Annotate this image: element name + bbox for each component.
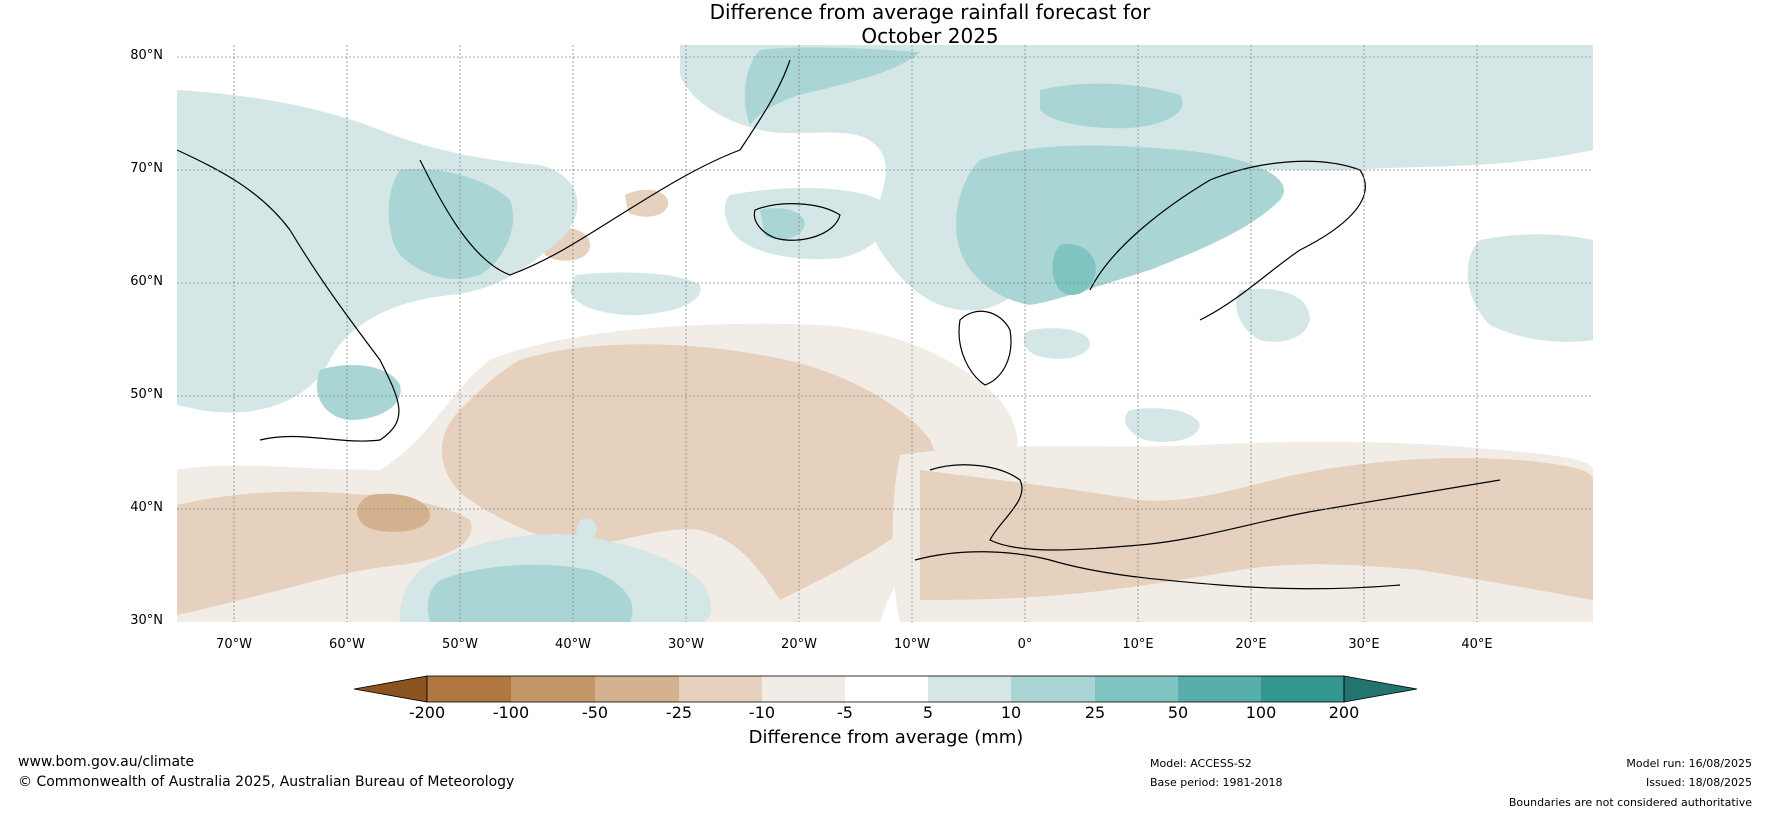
wet-region-arctic-core — [744, 47, 920, 125]
colorbar-tick-4: -10 — [748, 703, 776, 722]
wet-region-iceland-core — [760, 208, 805, 240]
colorbar — [353, 675, 1418, 703]
colorbar-bin-1 — [427, 676, 511, 702]
colorbar-bin-2 — [511, 676, 595, 702]
lon-label-30e: 30°E — [1348, 637, 1380, 652]
wet-region-iceland — [724, 188, 888, 260]
gridlines — [177, 45, 1593, 622]
lon-label-50w: 50°W — [442, 637, 478, 652]
coast-north-africa — [914, 551, 1401, 590]
wet-region-baltic — [1236, 288, 1310, 342]
footer-website: www.bom.gov.au/climate — [18, 754, 195, 770]
lon-label-40e: 40°E — [1461, 637, 1493, 652]
colorbar-tick-2: -50 — [581, 703, 609, 722]
colorbar-outline — [426, 675, 1345, 703]
colorbar-extend-low — [353, 675, 428, 703]
dry-region-mediterranean-core — [920, 458, 1593, 600]
map-field — [177, 45, 1593, 622]
colorbar-tick-0: -200 — [408, 703, 446, 722]
colorbar-tick-3: -25 — [665, 703, 693, 722]
map-title: Difference from average rainfall forecas… — [0, 0, 1770, 48]
colorbar-bin-4 — [679, 676, 762, 702]
coast-iceland — [753, 203, 841, 241]
lat-label-70n: 70°N — [130, 161, 163, 176]
wet-region-north-sea — [1023, 328, 1090, 359]
wet-region-labrador — [316, 365, 401, 420]
lon-label-10e: 10°E — [1122, 637, 1154, 652]
colorbar-tick-11: 200 — [1328, 703, 1360, 722]
lon-label-20e: 20°E — [1235, 637, 1267, 652]
wet-region-greenland — [177, 90, 578, 413]
colorbar-bin-5 — [762, 676, 845, 702]
lat-label-30n: 30°N — [130, 613, 163, 628]
wet-region-norway-dark — [1052, 244, 1096, 295]
colorbar-bin-10 — [1178, 676, 1261, 702]
wet-region-east — [1467, 234, 1593, 342]
colorbar-tick-5: -5 — [837, 703, 853, 722]
title-line-2: October 2025 — [861, 24, 999, 48]
wet-region-greenland-core — [388, 169, 514, 279]
dry-region-west-core — [357, 493, 430, 532]
lon-label-40w: 40°W — [555, 637, 591, 652]
wet-region-east-upper — [1495, 72, 1593, 152]
colorbar-tick-6: 5 — [922, 703, 934, 722]
colorbar-bin-7 — [928, 676, 1011, 702]
colorbar-bin-9 — [1095, 676, 1178, 702]
colorbar-bin-6 — [845, 676, 928, 702]
coast-british-isles — [958, 310, 1012, 386]
coast-canada — [177, 149, 400, 442]
colorbar-tick-9: 50 — [1167, 703, 1189, 722]
colorbar-bin-8 — [1011, 676, 1095, 702]
coast-scandinavia — [1089, 160, 1366, 321]
lat-label-80n: 80°N — [130, 48, 163, 63]
footer-model-run: Model run: 16/08/2025 — [1626, 757, 1752, 770]
lon-label-70w: 70°W — [216, 637, 252, 652]
colorbar-bin-11 — [1261, 676, 1344, 702]
dry-spot-greenland-2 — [625, 189, 669, 217]
lon-label-0: 0° — [1017, 637, 1033, 652]
lat-label-40n: 40°N — [130, 500, 163, 515]
colorbar-title: Difference from average (mm) — [748, 727, 1024, 748]
footer-copyright: © Commonwealth of Australia 2025, Austra… — [18, 774, 515, 790]
wet-spot-atlantic — [576, 518, 597, 539]
lat-label-60n: 60°N — [130, 274, 163, 289]
colorbar-tick-10: 100 — [1245, 703, 1277, 722]
lon-label-20w: 20°W — [781, 637, 817, 652]
wet-region-subtropical-core — [427, 564, 633, 622]
lon-label-30w: 30°W — [668, 637, 704, 652]
colorbar-tick-1: -100 — [492, 703, 530, 722]
footer-issued: Issued: 18/08/2025 — [1645, 776, 1752, 789]
footer-disclaimer: Boundaries are not considered authoritat… — [1508, 796, 1752, 809]
colorbar-extend-high — [1343, 675, 1418, 703]
wet-region-svalbard-south — [1040, 83, 1183, 129]
lon-label-60w: 60°W — [329, 637, 365, 652]
lat-label-50n: 50°N — [130, 387, 163, 402]
coast-greenland — [419, 59, 791, 276]
footer-model: Model: ACCESS-S2 — [1150, 757, 1252, 770]
colorbar-tick-8: 25 — [1084, 703, 1106, 722]
colorbar-tick-7: 10 — [1000, 703, 1022, 722]
coastlines — [177, 59, 1501, 590]
footer-base-period: Base period: 1981-2018 — [1150, 776, 1283, 789]
colorbar-bin-3 — [595, 676, 679, 702]
wet-region-alps — [1125, 408, 1200, 442]
title-line-1: Difference from average rainfall forecas… — [709, 0, 1151, 24]
coast-iberia-med — [929, 464, 1501, 551]
lon-label-10w: 10°W — [894, 637, 930, 652]
